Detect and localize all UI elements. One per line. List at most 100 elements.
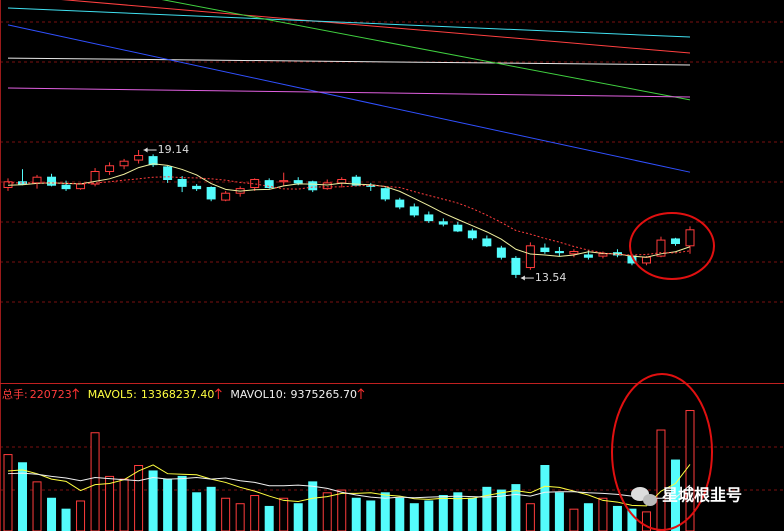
candle-body [482,238,492,247]
volume-bar [496,489,506,531]
candle-body [293,180,303,184]
volume-bar [424,500,434,531]
highlight-circle [629,212,715,280]
volume-bar [192,492,202,531]
volume-bar [119,478,129,531]
annotation-arrow [520,275,525,281]
candle-body [308,181,318,191]
volume-bar [337,489,347,531]
candle-body [554,251,564,254]
candle-body [467,230,477,239]
annotation-arrow [143,147,148,153]
volume-bar [148,470,158,531]
price-panel: 19.14 13.54 [3,0,695,284]
candle-body [685,229,695,247]
volume-bar [163,478,173,531]
volume-bar [554,492,564,531]
volume-bar [511,484,521,531]
candle-body [438,221,448,225]
indicator-text: 13368237.40 [141,388,214,401]
volume-bar [235,503,245,531]
volume-bar [366,500,376,531]
volume-bar [351,497,361,531]
volume-bar [61,508,71,531]
candle-body [496,247,506,258]
indicator-labels: 总手: 220723 MAVOL5: 13368237.40 MAVOL10: 93752… [2,387,365,401]
volume-bar [540,465,550,531]
candle-body [409,206,419,216]
candle-body [351,176,361,186]
highlight-circle [611,373,713,531]
ma-line [8,176,691,256]
watermark: 星城根韭号 [631,486,742,506]
candle-body [569,251,579,255]
volume-bar [482,486,492,531]
volume-bar [569,508,579,531]
volume-bar [47,497,57,531]
candle-body [525,245,535,269]
volume-bar [583,503,593,531]
volume-panel [3,410,695,531]
ma-line [161,0,691,101]
candle-body [540,247,550,253]
up-arrow [357,388,365,399]
volume-bar [395,497,405,531]
volume-bar [76,500,86,531]
candle-body [279,180,289,183]
volume-bar [641,511,651,531]
indicator-text: MAVOL5: [88,388,137,401]
up-arrow [214,388,222,399]
ma-line [61,0,691,54]
candle-body [192,185,202,190]
volume-bar [308,481,318,531]
volume-bar [293,503,303,531]
max-label: 19.14 [158,143,190,156]
ma-line [7,163,691,258]
volume-bar [32,481,42,531]
volume-bar [264,505,274,531]
candle-body [18,181,28,185]
volume-bar [3,454,13,531]
candle-body [221,192,231,201]
volume-bar [279,497,289,531]
volume-bar [250,495,260,531]
candle-body [395,199,405,208]
volume-bar [409,503,419,531]
volume-bar [598,497,608,531]
candle-body [148,156,158,166]
candle-body [206,186,216,200]
volume-bar [90,432,100,531]
ma-line [7,87,691,98]
volume-bar [322,492,332,531]
candle-body [656,239,666,257]
candle-body [32,176,42,184]
candle-body [61,184,71,190]
ma-line [7,24,691,173]
candle-body [598,253,608,257]
candle-body [134,154,144,161]
mavol-line [7,472,691,499]
candle-body [119,160,129,167]
min-label: 13.54 [535,271,567,284]
candle-body [670,238,680,245]
volume-bar [177,475,187,531]
candle-body [163,166,173,180]
volume-bar [685,410,695,531]
watermark-text: 星城根韭号 [662,486,742,505]
volume-bar [612,505,622,531]
candle-body [76,183,86,190]
candle-body [453,224,463,232]
volume-bar [525,503,535,531]
ma-line [7,57,691,66]
candle-body [337,178,347,184]
candle-body [250,178,260,188]
volume-bar [467,497,477,531]
candle-body [380,188,390,200]
candle-body [90,170,100,185]
candle-body [264,180,274,188]
candle-body [47,176,57,186]
volume-bar [134,465,144,531]
candle-body [511,257,521,275]
